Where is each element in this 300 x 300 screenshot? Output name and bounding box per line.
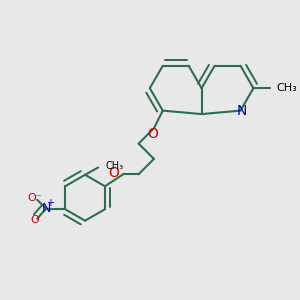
Text: O⁻: O⁻ (28, 193, 43, 203)
Text: O: O (108, 166, 119, 180)
Text: +: + (46, 198, 55, 208)
Text: CH₃: CH₃ (106, 161, 124, 171)
Text: O: O (147, 127, 158, 141)
Text: N: N (237, 103, 247, 118)
Text: O: O (31, 215, 40, 225)
Text: N: N (41, 202, 51, 215)
Text: CH₃: CH₃ (276, 82, 297, 93)
